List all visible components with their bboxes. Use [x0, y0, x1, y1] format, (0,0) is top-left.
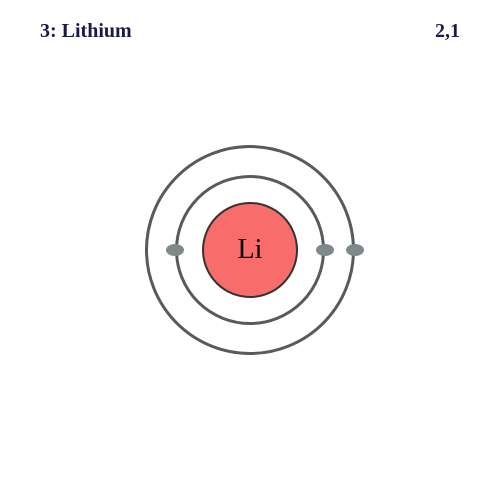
electron [346, 244, 364, 256]
atomic-number-label: 3: Lithium [40, 20, 132, 43]
header: 3: Lithium 2,1 [0, 20, 500, 43]
electron [316, 244, 334, 256]
electron-config-label: 2,1 [435, 20, 460, 43]
nucleus: Li [202, 202, 298, 298]
element-symbol: Li [238, 234, 263, 266]
electron [166, 244, 184, 256]
